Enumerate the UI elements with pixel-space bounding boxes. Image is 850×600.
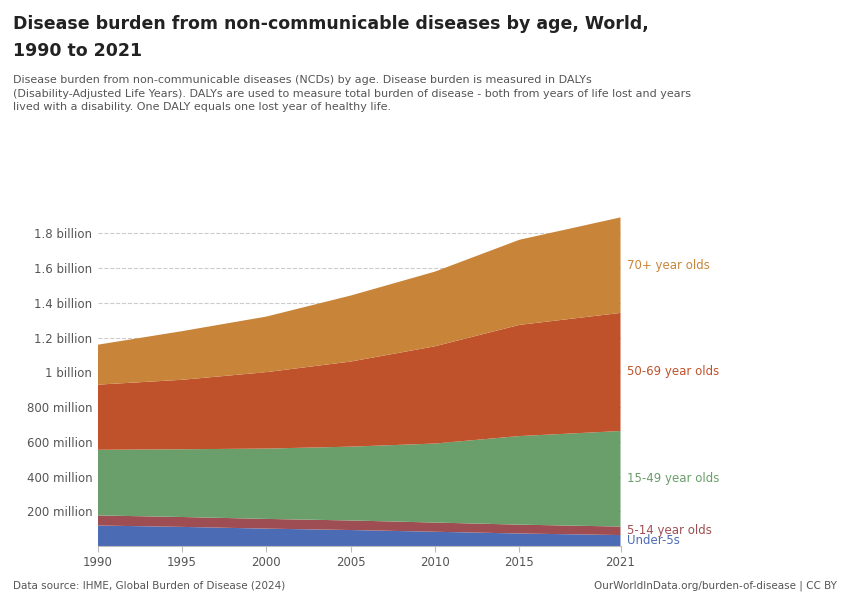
Text: Our World: Our World xyxy=(742,23,805,34)
Text: Under-5s: Under-5s xyxy=(627,534,680,547)
Text: 50-69 year olds: 50-69 year olds xyxy=(627,365,720,379)
Text: Disease burden from non-communicable diseases (NCDs) by age. Disease burden is m: Disease burden from non-communicable dis… xyxy=(13,75,691,112)
Text: 70+ year olds: 70+ year olds xyxy=(627,259,711,272)
Text: 15-49 year olds: 15-49 year olds xyxy=(627,472,720,485)
Text: Data source: IHME, Global Burden of Disease (2024): Data source: IHME, Global Burden of Dise… xyxy=(13,581,285,591)
Text: in Data: in Data xyxy=(751,43,796,53)
Text: 5-14 year olds: 5-14 year olds xyxy=(627,524,712,538)
Text: Disease burden from non-communicable diseases by age, World,: Disease burden from non-communicable dis… xyxy=(13,15,649,33)
Text: 1990 to 2021: 1990 to 2021 xyxy=(13,42,142,60)
Text: OurWorldInData.org/burden-of-disease | CC BY: OurWorldInData.org/burden-of-disease | C… xyxy=(594,581,837,591)
